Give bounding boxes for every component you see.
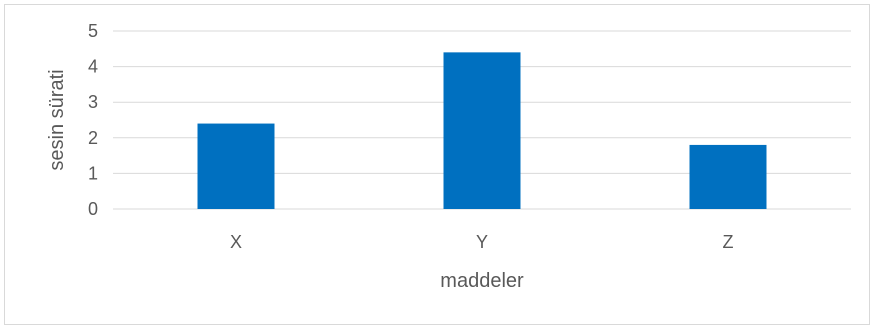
y-tick-labels: 0 1 2 3 4 5 bbox=[88, 21, 98, 219]
y-tick-label: 1 bbox=[88, 163, 98, 183]
x-axis-title: maddeler bbox=[440, 270, 524, 292]
bars bbox=[197, 52, 767, 209]
y-tick-label: 2 bbox=[88, 128, 98, 148]
x-tick-labels: X Y Z bbox=[230, 232, 734, 252]
y-tick-label: 4 bbox=[88, 57, 98, 77]
x-tick-label: X bbox=[230, 232, 242, 252]
y-tick-label: 0 bbox=[88, 199, 98, 219]
y-tick-label: 3 bbox=[88, 92, 98, 112]
y-tick-label: 5 bbox=[88, 21, 98, 41]
bar-X bbox=[197, 123, 275, 209]
x-tick-label: Y bbox=[476, 232, 488, 252]
bar-Z bbox=[689, 144, 767, 209]
bar-Y bbox=[443, 52, 521, 209]
x-tick-label: Z bbox=[723, 232, 734, 252]
y-axis-title: sesin sürati bbox=[46, 69, 68, 170]
